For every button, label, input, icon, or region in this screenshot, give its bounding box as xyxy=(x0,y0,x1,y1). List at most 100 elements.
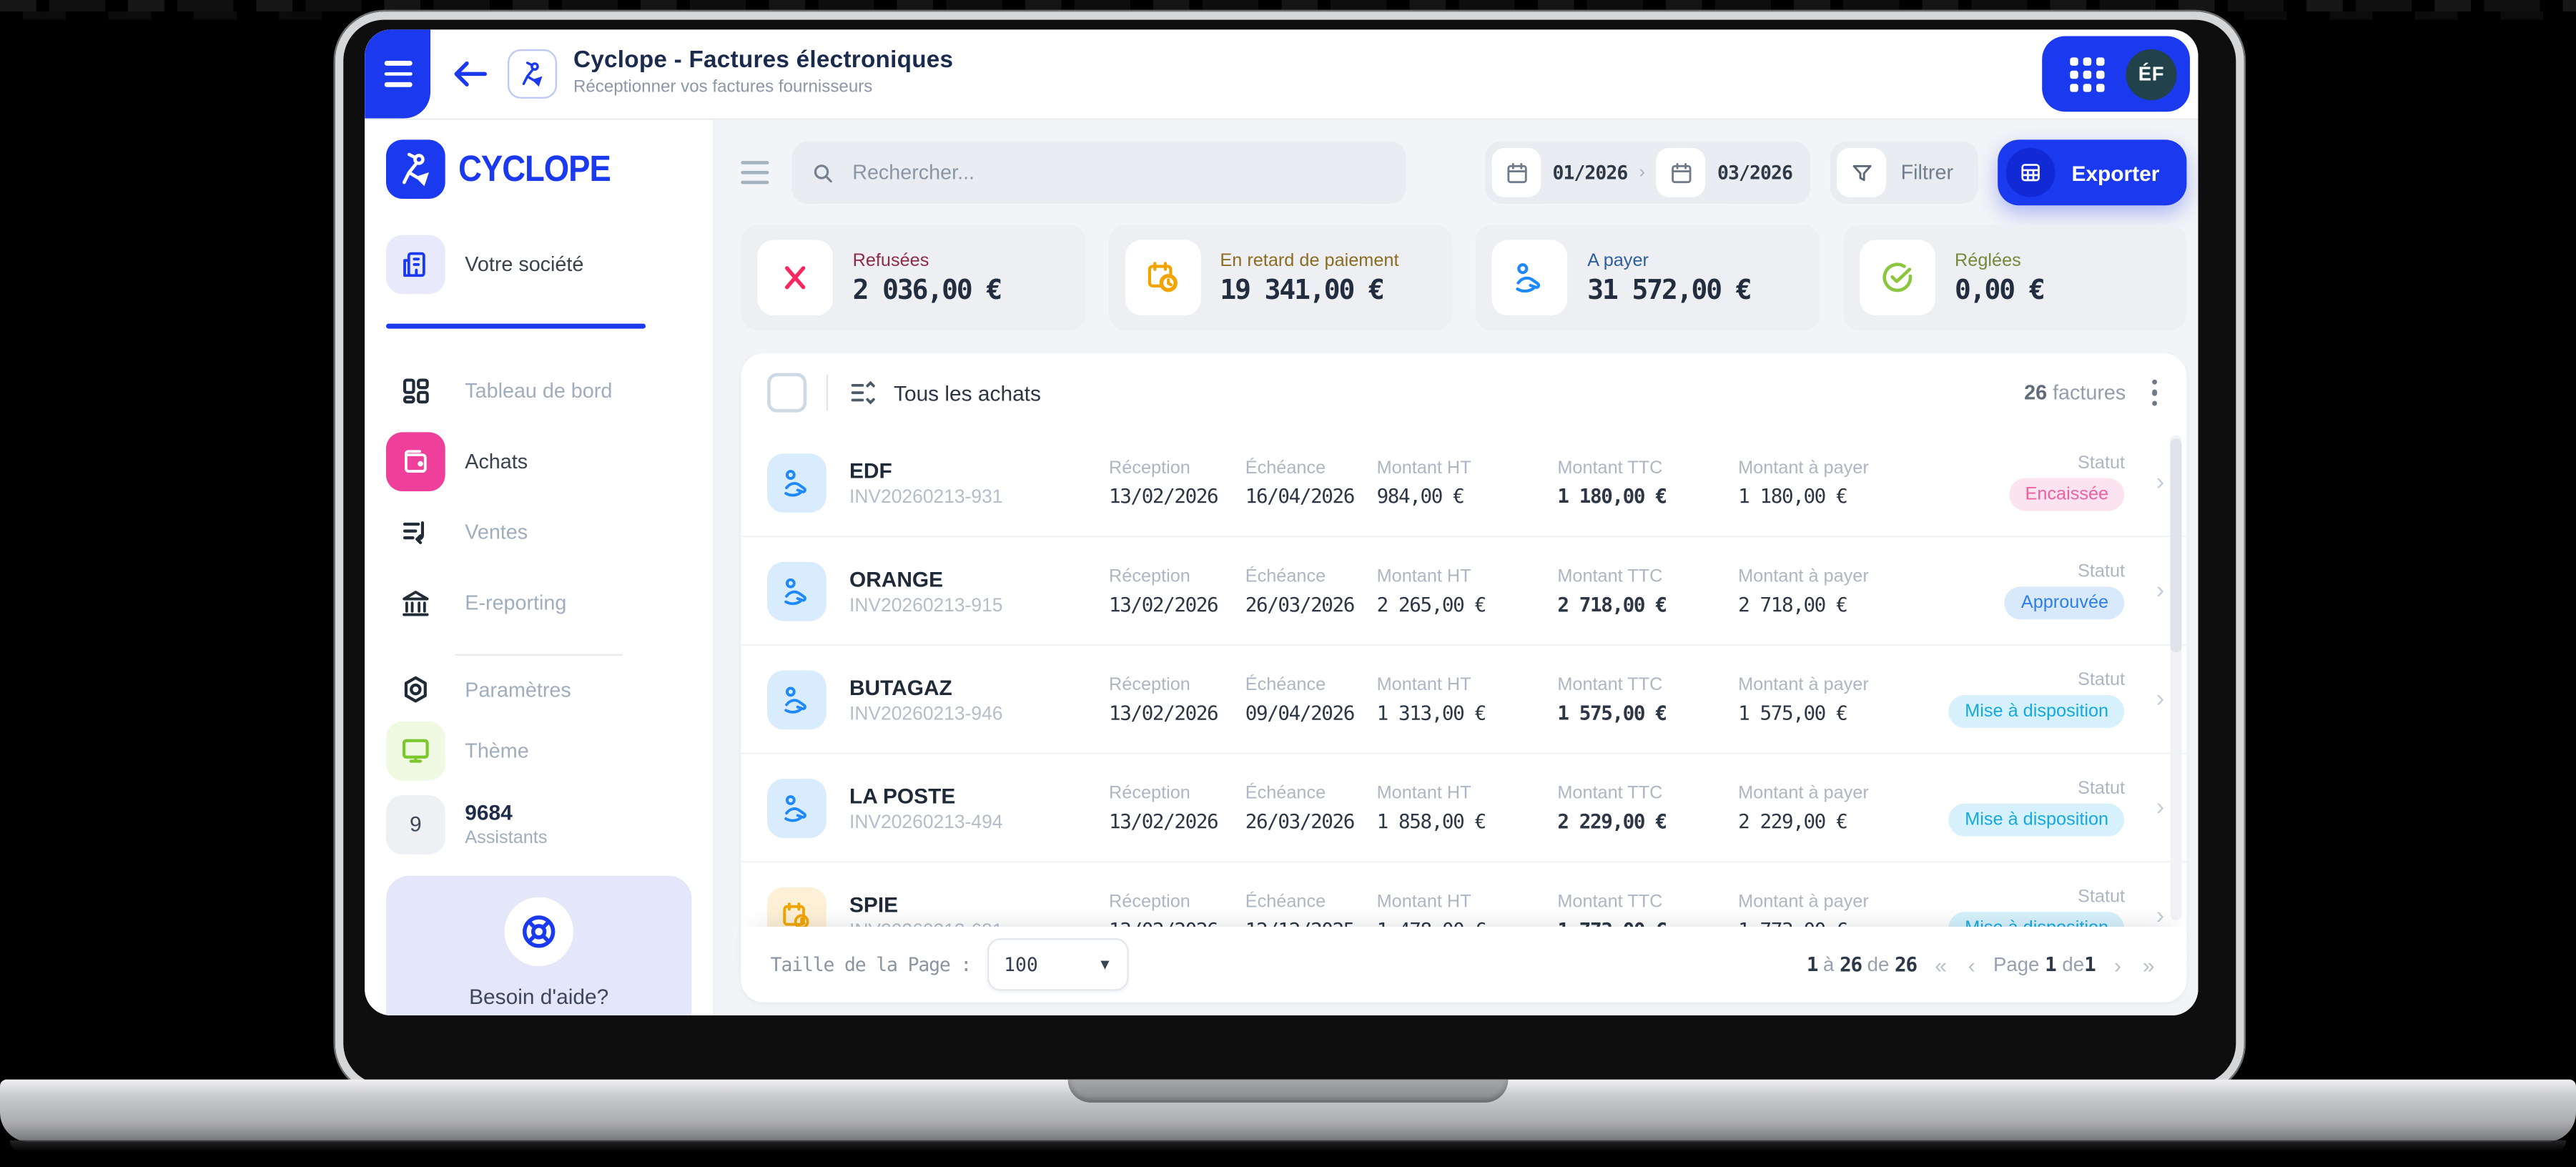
amount-ttc-cell: Montant TTC 2 229,00 € xyxy=(1557,783,1738,832)
avatar[interactable]: ÉF xyxy=(2126,48,2177,100)
status-cell: Statut Approuvée xyxy=(1948,561,2126,620)
filter-button[interactable]: Filtrer xyxy=(1830,141,1978,204)
amount-to-pay-cell: Montant à payer 2 718,00 € xyxy=(1738,566,1948,616)
reception-cell: Réception 13/02/2026 xyxy=(1109,674,1245,724)
select-all-checkbox[interactable] xyxy=(767,373,807,413)
sidebar-item-assistants[interactable]: 9 9684 Assistants xyxy=(385,794,691,854)
card-value: 2 036,00 € xyxy=(852,273,1003,305)
amount-ht: 1 858,00 € xyxy=(1376,809,1487,832)
column-label: Statut xyxy=(2078,561,2126,582)
hand-coin-icon xyxy=(784,794,806,822)
table-row[interactable]: ORANGE INV20260213-915 Réception 13/02/2… xyxy=(741,536,2188,644)
pagination: 1 à 26 de 26 « ‹ Page 1 xyxy=(1807,952,2158,977)
row-chevron-icon[interactable]: › xyxy=(2156,685,2165,714)
menu-button[interactable] xyxy=(365,29,431,119)
page-current: 1 xyxy=(2045,952,2057,976)
apps-grid-button[interactable] xyxy=(2070,56,2105,92)
kebab-menu-icon[interactable] xyxy=(2148,376,2161,410)
prev-page-button[interactable]: ‹ xyxy=(1968,952,1975,978)
invoice-count-number: 26 xyxy=(2024,381,2048,405)
sidebar-item-achats[interactable]: Achats xyxy=(385,431,691,491)
row-chevron-icon[interactable]: › xyxy=(2156,576,2165,605)
sidebar-item-company[interactable]: Votre société xyxy=(385,235,691,295)
column-label: Montant HT xyxy=(1376,674,1471,694)
export-button[interactable]: Exporter xyxy=(1998,139,2188,206)
column-label: Montant à payer xyxy=(1738,457,1869,478)
last-page-button[interactable]: » xyxy=(2142,952,2155,978)
pagination-range: 1 à 26 de 26 xyxy=(1807,953,1918,976)
back-button[interactable] xyxy=(452,59,488,89)
sidebar-item-dashboard[interactable]: Tableau de bord xyxy=(386,360,691,420)
column-label: Montant TTC xyxy=(1557,674,1663,694)
sidebar-item-label: Achats xyxy=(465,449,528,473)
list-toggle-icon[interactable] xyxy=(741,160,769,184)
monitor-icon xyxy=(385,720,445,780)
amount-ttc: 2 718,00 € xyxy=(1557,592,1667,616)
header-actions: ÉF xyxy=(2042,36,2191,112)
calendar-clock-icon xyxy=(1125,240,1200,316)
column-label: Montant HT xyxy=(1376,782,1471,803)
sidebar-item-ereporting[interactable]: E-reporting xyxy=(386,573,691,632)
help-card[interactable]: Besoin d'aide? Nous sommes toujours disp… xyxy=(385,875,692,1016)
row-chevron-icon[interactable]: › xyxy=(2156,902,2165,927)
amount-ht-cell: Montant HT 1 313,00 € xyxy=(1377,674,1558,724)
due-date: 26/03/2026 xyxy=(1245,592,1356,616)
status-badge: Approuvée xyxy=(2004,586,2126,620)
calendar-icon[interactable] xyxy=(1657,147,1706,197)
due-cell: Échéance 09/04/2026 xyxy=(1245,674,1377,724)
first-page-button[interactable]: « xyxy=(1935,952,1947,978)
app-header: Cyclope - Factures électroniques Récepti… xyxy=(365,29,2199,120)
search-input[interactable] xyxy=(849,159,1387,186)
cyclope-figure-icon xyxy=(522,61,543,87)
column-label: Échéance xyxy=(1245,674,1326,694)
status-badge: Mise à disposition xyxy=(1948,912,2126,927)
amount-ttc: 1 773,00 € xyxy=(1557,917,1738,927)
date-to-value[interactable]: 03/2026 xyxy=(1717,161,1793,184)
laptop-base-shadow xyxy=(9,1140,2567,1152)
brand-logo: CYCLOPE xyxy=(385,139,691,200)
column-label: Réception xyxy=(1109,566,1190,586)
table-row[interactable]: EDF INV20260213-931 Réception 13/02/2026… xyxy=(741,429,2187,536)
sidebar-nav: Tableau de bord Achats Ven xyxy=(385,360,691,632)
toolbar: 01/2026 › 03/2026 Filtrer xyxy=(741,139,2188,206)
supplier-cell: ORANGE INV20260213-915 xyxy=(849,566,1109,616)
app-logo-badge xyxy=(508,49,557,99)
card-reglees: Réglées 0,00 € xyxy=(1842,225,2188,330)
sidebar-item-theme[interactable]: Thème xyxy=(385,720,691,780)
hand-coin-icon xyxy=(1491,240,1568,316)
sidebar-item-settings[interactable]: Paramètres xyxy=(386,673,691,706)
due-cell: Échéance 26/03/2026 xyxy=(1245,783,1377,832)
search-box xyxy=(791,141,1406,204)
supplier-name: SPIE xyxy=(849,891,899,917)
due-date: 09/04/2026 xyxy=(1245,701,1356,724)
sidebar-item-ventes[interactable]: Ventes xyxy=(386,502,691,561)
invoice-number: INV20260213-681 xyxy=(849,921,1109,927)
card-value: 0,00 € xyxy=(1955,273,2045,305)
row-chevron-icon[interactable]: › xyxy=(2156,793,2165,822)
invoice-number: INV20260213-494 xyxy=(849,812,1003,832)
sidebar: CYCLOPE Votre société xyxy=(365,119,715,1016)
reception-date: 13/02/2026 xyxy=(1109,592,1219,616)
divider xyxy=(826,374,829,411)
status-badge: Mise à disposition xyxy=(1948,803,2126,837)
reception-cell: Réception 13/02/2026 xyxy=(1109,783,1245,832)
status-cell: Statut Mise à disposition xyxy=(1948,671,2126,728)
sort-icon[interactable] xyxy=(848,378,877,408)
page-size-select[interactable]: 100 ▼ xyxy=(987,938,1129,991)
next-page-button[interactable]: › xyxy=(2113,952,2121,978)
table-row[interactable]: BUTAGAZ INV20260213-946 Réception 13/02/… xyxy=(741,644,2188,753)
date-from-value[interactable]: 01/2026 xyxy=(1552,161,1628,184)
chevron-right-icon: › xyxy=(1639,162,1645,183)
table-row[interactable]: LA POSTE INV20260213-494 Réception 13/02… xyxy=(741,752,2188,861)
scrollbar-thumb[interactable] xyxy=(2171,438,2183,653)
calendar-icon[interactable] xyxy=(1491,147,1541,197)
table-row[interactable]: SPIE INV20260213-681 Réception 13/02/202… xyxy=(741,861,2188,927)
check-circle-icon xyxy=(1859,240,1935,316)
amount-ht-cell: Montant HT 984,00 € xyxy=(1377,458,1558,507)
column-label: Montant TTC xyxy=(1557,891,1663,912)
column-label: Montant à payer xyxy=(1738,891,1869,912)
supplier-cell: BUTAGAZ INV20260213-946 xyxy=(849,674,1109,724)
card-value: 31 572,00 € xyxy=(1587,273,1752,305)
export-button-label: Exporter xyxy=(2071,160,2160,185)
row-chevron-icon[interactable]: › xyxy=(2156,468,2165,496)
